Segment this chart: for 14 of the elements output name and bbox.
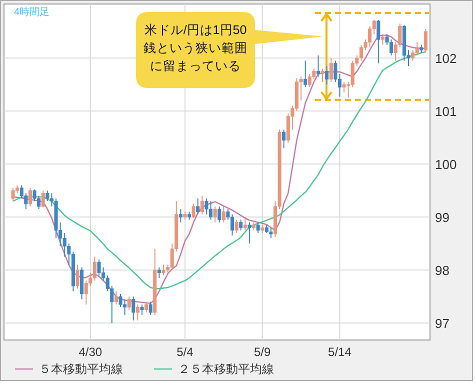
annotation: 米ドル/円は1円50銭という狭い範囲に留まっている xyxy=(144,23,248,73)
legend-label: ５本移動平均線 xyxy=(39,362,123,376)
chart-title: 4時間足 xyxy=(14,6,50,18)
y-tick-label: 101 xyxy=(435,104,457,120)
y-tick-label: 97 xyxy=(435,316,450,332)
x-tick-label: 5/4 xyxy=(176,345,194,359)
x-tick-label: 5/9 xyxy=(254,345,272,359)
x-tick-label: 5/14 xyxy=(328,345,352,359)
y-tick-label: 102 xyxy=(435,51,457,66)
y-tick-label: 99 xyxy=(435,210,450,226)
x-tick-label: 4/30 xyxy=(78,345,102,359)
y-tick-label: 98 xyxy=(435,263,450,278)
y-tick-label: 100 xyxy=(435,157,457,172)
legend-label: ２５本移動平均線 xyxy=(178,362,274,376)
